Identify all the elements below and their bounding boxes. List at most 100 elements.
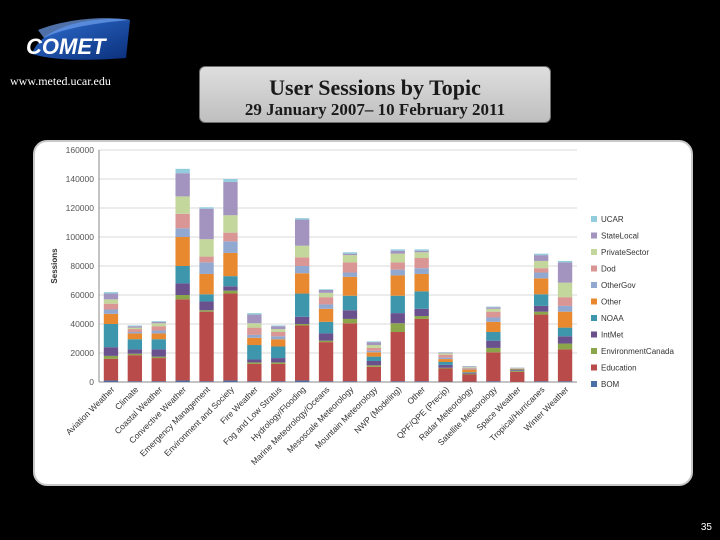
y-tick-label: 20000	[70, 348, 94, 358]
bar-segment	[342, 276, 358, 296]
legend-swatch	[591, 265, 597, 272]
bar-segment	[342, 323, 358, 382]
bar-segment	[247, 363, 262, 382]
bar-segment	[199, 311, 214, 382]
bar-segment	[199, 273, 214, 295]
bar-segment	[462, 374, 477, 382]
bar-segment	[103, 293, 119, 300]
bar-segment	[557, 343, 573, 350]
bar-segment	[366, 345, 382, 348]
bar-segment	[390, 249, 405, 251]
bar-segment	[294, 293, 310, 317]
bar-segment	[533, 278, 549, 295]
bar-segment	[271, 336, 286, 340]
legend-label: NOAA	[601, 314, 624, 323]
bar-segment	[151, 339, 166, 350]
y-tick-label: 160000	[66, 145, 95, 155]
y-tick-label: 0	[89, 377, 94, 387]
bar-segment	[462, 373, 477, 374]
bar-segment	[438, 352, 453, 354]
bar-segment	[223, 252, 238, 277]
bar-segment	[294, 273, 310, 294]
bar-segment	[294, 324, 310, 326]
bar-segment	[390, 323, 405, 332]
bar-segment	[533, 272, 549, 279]
bar-segment	[318, 308, 334, 322]
bar-segment	[510, 371, 525, 382]
bar-segment	[223, 179, 238, 182]
bar-segment	[127, 329, 143, 332]
bar-segment	[223, 215, 238, 233]
bar-segment	[223, 232, 238, 242]
bar-segment	[151, 358, 166, 382]
bar-segment	[318, 342, 334, 382]
bar-segment	[342, 255, 358, 263]
bar-segment	[271, 326, 286, 330]
bar-segment	[557, 381, 573, 382]
bar-segment	[127, 333, 143, 340]
bar-segment	[462, 368, 477, 370]
bar-segment	[271, 331, 286, 337]
bar-segment	[294, 380, 310, 382]
bar-segment	[486, 307, 501, 309]
bar-segment	[390, 262, 405, 270]
bar-segment	[271, 329, 286, 332]
bar-segment	[366, 352, 382, 357]
bar-segment	[390, 275, 405, 296]
bar-segment	[175, 299, 190, 381]
legend-swatch	[591, 249, 597, 255]
bar-segment	[199, 301, 214, 311]
bar-segment	[366, 381, 382, 382]
bar-segment	[175, 237, 190, 266]
bar-segment	[366, 366, 382, 382]
legend-label: IntMet	[601, 331, 624, 340]
bar-segment	[318, 297, 334, 305]
bar-segment	[247, 345, 262, 360]
bar-segment	[247, 313, 262, 315]
bar-segment	[414, 316, 429, 319]
bar-segment	[103, 324, 119, 348]
bar-segment	[294, 219, 310, 246]
bar-segment	[342, 295, 358, 311]
title-box: User Sessions by Topic 29 January 2007– …	[199, 66, 551, 123]
bar-segment	[318, 333, 334, 341]
bar-segment	[438, 368, 453, 382]
legend-swatch	[591, 282, 597, 288]
bar-segment	[199, 310, 214, 312]
bar-segment	[271, 325, 286, 327]
x-tick-label: Aviation Weather	[64, 384, 117, 437]
bar-segment	[175, 283, 190, 295]
bar-segment	[533, 268, 549, 273]
bar-segment	[438, 367, 453, 369]
bar-segment	[103, 347, 119, 356]
bar-segment	[557, 297, 573, 306]
bar-segment	[438, 361, 453, 365]
bar-segment	[486, 352, 501, 382]
stacked-bar-chart: 0 20000 40000 60000 80000 100000 120000 140000 1…	[50, 145, 674, 467]
bar-segment	[223, 286, 238, 291]
bar-segment	[247, 381, 262, 382]
bar-segment	[223, 241, 238, 253]
legend-swatch	[591, 298, 597, 305]
bar-segment	[294, 245, 310, 258]
bar-segment	[486, 321, 501, 332]
bar-segment	[486, 340, 501, 348]
bar-segment	[533, 311, 549, 315]
bar-segment	[271, 362, 286, 364]
bar-segment	[414, 308, 429, 317]
bar-segment	[247, 359, 262, 363]
legend-swatch	[591, 348, 597, 354]
bar-segment	[103, 380, 119, 382]
bar-segment	[390, 250, 405, 254]
bar-segment	[151, 330, 166, 334]
logo-text: COMET	[26, 34, 107, 59]
legend-swatch	[591, 315, 597, 321]
bar-segment	[366, 350, 382, 353]
bar-segment	[103, 313, 119, 324]
legend-swatch	[591, 381, 597, 387]
bar-segment	[223, 293, 238, 381]
bar-segment	[127, 381, 143, 382]
site-url[interactable]: www.meted.ucar.edu	[10, 74, 111, 88]
bar-segment	[294, 257, 310, 266]
bar-segment	[486, 311, 501, 318]
